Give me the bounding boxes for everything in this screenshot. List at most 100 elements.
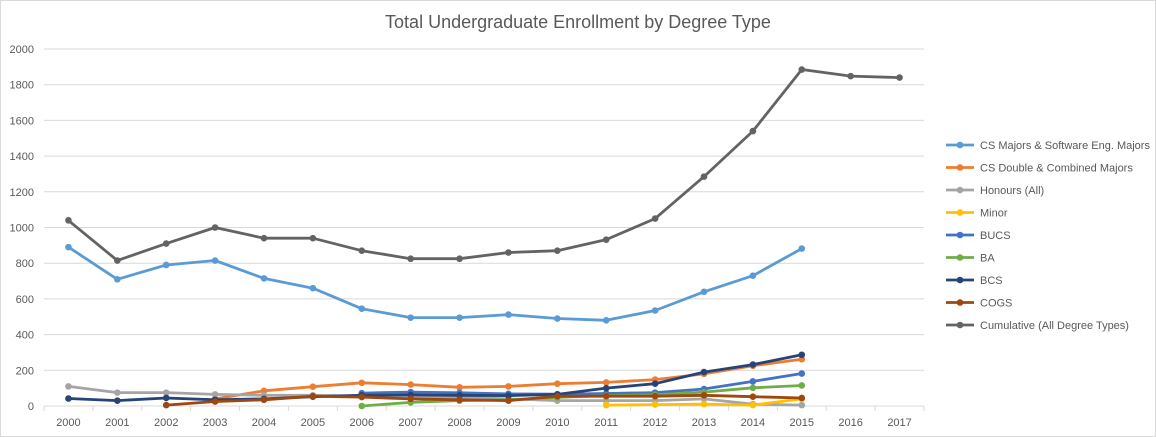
data-point-minor xyxy=(749,401,757,409)
x-tick-label: 2015 xyxy=(790,417,814,429)
legend-label-cs-double-combined-majors: CS Double & Combined Majors xyxy=(980,163,1133,175)
data-point-ba xyxy=(749,384,757,392)
data-point-cumulative-all-degree-types xyxy=(211,224,219,231)
series-line-honours-all xyxy=(68,385,802,407)
data-point-cs-majors-software-eng-majors xyxy=(407,314,414,321)
chart-title: Total Undergraduate Enrollment by Degree… xyxy=(385,12,771,32)
data-point-cogs xyxy=(798,394,806,402)
data-point-cumulative-all-degree-types xyxy=(456,255,463,263)
data-point-honours-all xyxy=(114,389,121,396)
legend-label-bucs: BUCS xyxy=(980,230,1011,242)
data-point-cumulative-all-degree-types xyxy=(162,240,170,247)
data-point-cs-majors-software-eng-majors xyxy=(211,257,219,264)
y-tick-label: 1200 xyxy=(10,187,34,199)
data-point-cogs xyxy=(749,393,757,401)
data-point-cs-majors-software-eng-majors xyxy=(114,275,121,283)
data-point-minor xyxy=(700,400,708,408)
x-tick-label: 2016 xyxy=(838,417,862,429)
series-line-cogs xyxy=(166,393,802,407)
y-tick-label: 2000 xyxy=(10,44,34,56)
x-tick-label: 2005 xyxy=(301,417,325,429)
x-tick-label: 2010 xyxy=(545,417,569,429)
data-point-bcs xyxy=(162,394,170,402)
legend-label-ba: BA xyxy=(980,253,995,265)
data-point-honours-all xyxy=(211,391,219,398)
data-point-cs-majors-software-eng-majors xyxy=(505,311,512,318)
data-point-cogs xyxy=(260,396,268,404)
data-point-cs-majors-software-eng-majors xyxy=(798,245,806,252)
data-point-cs-majors-software-eng-majors xyxy=(162,261,170,269)
y-tick-label: 400 xyxy=(16,330,34,342)
x-tick-label: 2003 xyxy=(203,417,227,429)
y-tick-label: 0 xyxy=(28,401,34,413)
data-point-bcs xyxy=(651,380,659,387)
series-line-cumulative-all-degree-types xyxy=(67,68,900,262)
data-point-cogs xyxy=(554,392,561,400)
y-tick-label: 200 xyxy=(16,365,34,377)
series-line-bucs xyxy=(361,372,803,396)
y-tick-label: 1000 xyxy=(10,223,34,235)
x-tick-label: 2002 xyxy=(154,417,178,429)
data-point-cumulative-all-degree-types xyxy=(700,173,708,180)
legend-marker-ba xyxy=(956,254,964,261)
data-point-bcs xyxy=(602,384,610,392)
x-tick-label: 2017 xyxy=(887,417,911,429)
data-point-cogs xyxy=(162,401,170,409)
y-tick-label: 800 xyxy=(16,258,34,270)
legend-marker-cumulative-all-degree-types xyxy=(956,321,964,329)
data-point-cumulative-all-degree-types xyxy=(407,255,414,263)
data-point-bcs xyxy=(114,397,121,404)
legend-label-cs-majors-software-eng-majors: CS Majors & Software Eng. Majors xyxy=(980,140,1150,152)
legend-marker-honours-all xyxy=(956,186,964,194)
legend-label-honours-all: Honours (All) xyxy=(980,185,1044,197)
data-point-cs-double-combined-majors xyxy=(407,381,414,388)
data-point-cs-majors-software-eng-majors xyxy=(358,305,366,313)
data-point-cogs xyxy=(700,391,708,399)
legend-label-cogs: COGS xyxy=(980,298,1012,310)
data-point-honours-all xyxy=(162,389,170,396)
series-line-bcs xyxy=(68,353,803,402)
legend-label-bcs: BCS xyxy=(980,275,1003,287)
data-point-cogs xyxy=(407,395,414,403)
data-point-cumulative-all-degree-types xyxy=(65,217,72,224)
data-point-cumulative-all-degree-types xyxy=(309,234,317,242)
x-tick-label: 2013 xyxy=(692,417,716,429)
data-point-honours-all xyxy=(798,401,806,409)
data-point-bcs xyxy=(505,392,512,399)
data-point-minor xyxy=(651,401,659,408)
data-point-cs-double-combined-majors xyxy=(358,379,366,387)
data-point-cumulative-all-degree-types xyxy=(260,234,268,242)
data-point-cs-majors-software-eng-majors xyxy=(651,307,659,314)
series-line-cs-majors-software-eng-majors xyxy=(67,245,803,322)
data-point-cs-majors-software-eng-majors xyxy=(554,315,561,322)
data-point-cumulative-all-degree-types xyxy=(602,236,610,243)
data-point-cs-majors-software-eng-majors xyxy=(602,317,610,324)
legend-marker-minor xyxy=(956,209,964,216)
y-tick-label: 1800 xyxy=(10,80,34,92)
data-point-cs-majors-software-eng-majors xyxy=(749,272,757,279)
data-point-cogs xyxy=(456,396,463,404)
data-point-cumulative-all-degree-types xyxy=(896,74,903,81)
data-point-cumulative-all-degree-types xyxy=(505,249,512,256)
data-point-cs-double-combined-majors xyxy=(554,380,561,387)
data-point-bcs xyxy=(700,368,708,376)
legend-marker-cogs xyxy=(956,299,964,306)
legend-marker-cs-double-combined-majors xyxy=(956,164,964,171)
legend-label-minor: Minor xyxy=(980,208,1008,220)
data-point-bcs xyxy=(798,351,806,359)
data-point-cs-majors-software-eng-majors xyxy=(309,284,317,292)
x-tick-label: 2014 xyxy=(741,417,765,429)
data-point-cs-double-combined-majors xyxy=(456,383,463,391)
data-point-cs-double-combined-majors xyxy=(309,383,317,391)
legend-label-cumulative-all-degree-types: Cumulative (All Degree Types) xyxy=(980,320,1129,332)
data-point-minor xyxy=(602,401,610,409)
data-point-cumulative-all-degree-types xyxy=(749,127,757,135)
legend-marker-bucs xyxy=(956,231,964,239)
data-point-cs-double-combined-majors xyxy=(602,379,610,386)
x-tick-label: 2004 xyxy=(252,417,276,429)
data-point-cogs xyxy=(602,392,610,400)
x-tick-label: 2001 xyxy=(105,417,129,429)
data-point-bcs xyxy=(65,395,72,402)
